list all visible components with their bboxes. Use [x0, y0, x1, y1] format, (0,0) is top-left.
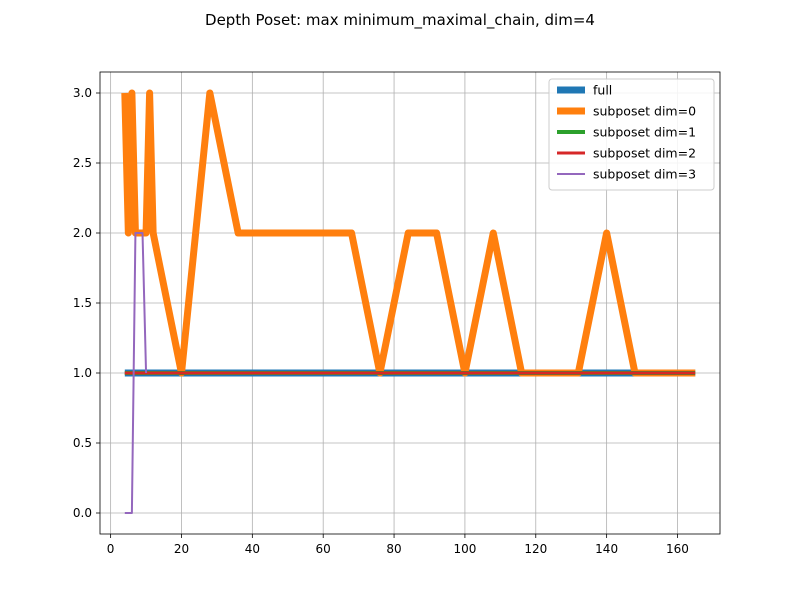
y-tick-label: 2.5 — [73, 156, 92, 170]
x-tick-label: 80 — [386, 542, 401, 556]
x-tick-label: 120 — [524, 542, 547, 556]
legend-label-1: subposet dim=0 — [593, 104, 696, 119]
x-tick-label: 100 — [453, 542, 476, 556]
axes: 0 20 40 60 80 100 120 140 160 0.0 0.5 1.0 1.5 2.0 2.5 3… — [73, 71, 721, 556]
chart-title: Depth Poset: max minimum_maximal_chain, … — [205, 11, 595, 30]
y-tick-label: 1.0 — [73, 366, 92, 380]
y-tick-label: 3.0 — [73, 86, 92, 100]
y-tick-label: 0.0 — [73, 506, 92, 520]
plot-frame — [99, 71, 721, 535]
x-tick-label: 160 — [666, 542, 689, 556]
series-layer — [121, 89, 696, 514]
legend: full subposet dim=0 subposet dim=1 subposet… — [548, 78, 715, 191]
y-tick-label: 0.5 — [73, 436, 92, 450]
series-line-4 — [124, 232, 148, 514]
x-tick-label: 40 — [245, 542, 260, 556]
x-tick-label: 20 — [174, 542, 189, 556]
y-tick-label: 1.5 — [73, 296, 92, 310]
y-tick-label: 2.0 — [73, 226, 92, 240]
x-tick-label: 60 — [316, 542, 331, 556]
x-tick-label: 140 — [595, 542, 618, 556]
legend-label-3: subposet dim=2 — [593, 146, 696, 161]
x-tick-label: 0 — [107, 542, 115, 556]
legend-label-0: full — [593, 83, 612, 98]
legend-label-4: subposet dim=3 — [593, 167, 696, 182]
legend-box — [548, 78, 715, 191]
legend-label-2: subposet dim=1 — [593, 125, 696, 140]
